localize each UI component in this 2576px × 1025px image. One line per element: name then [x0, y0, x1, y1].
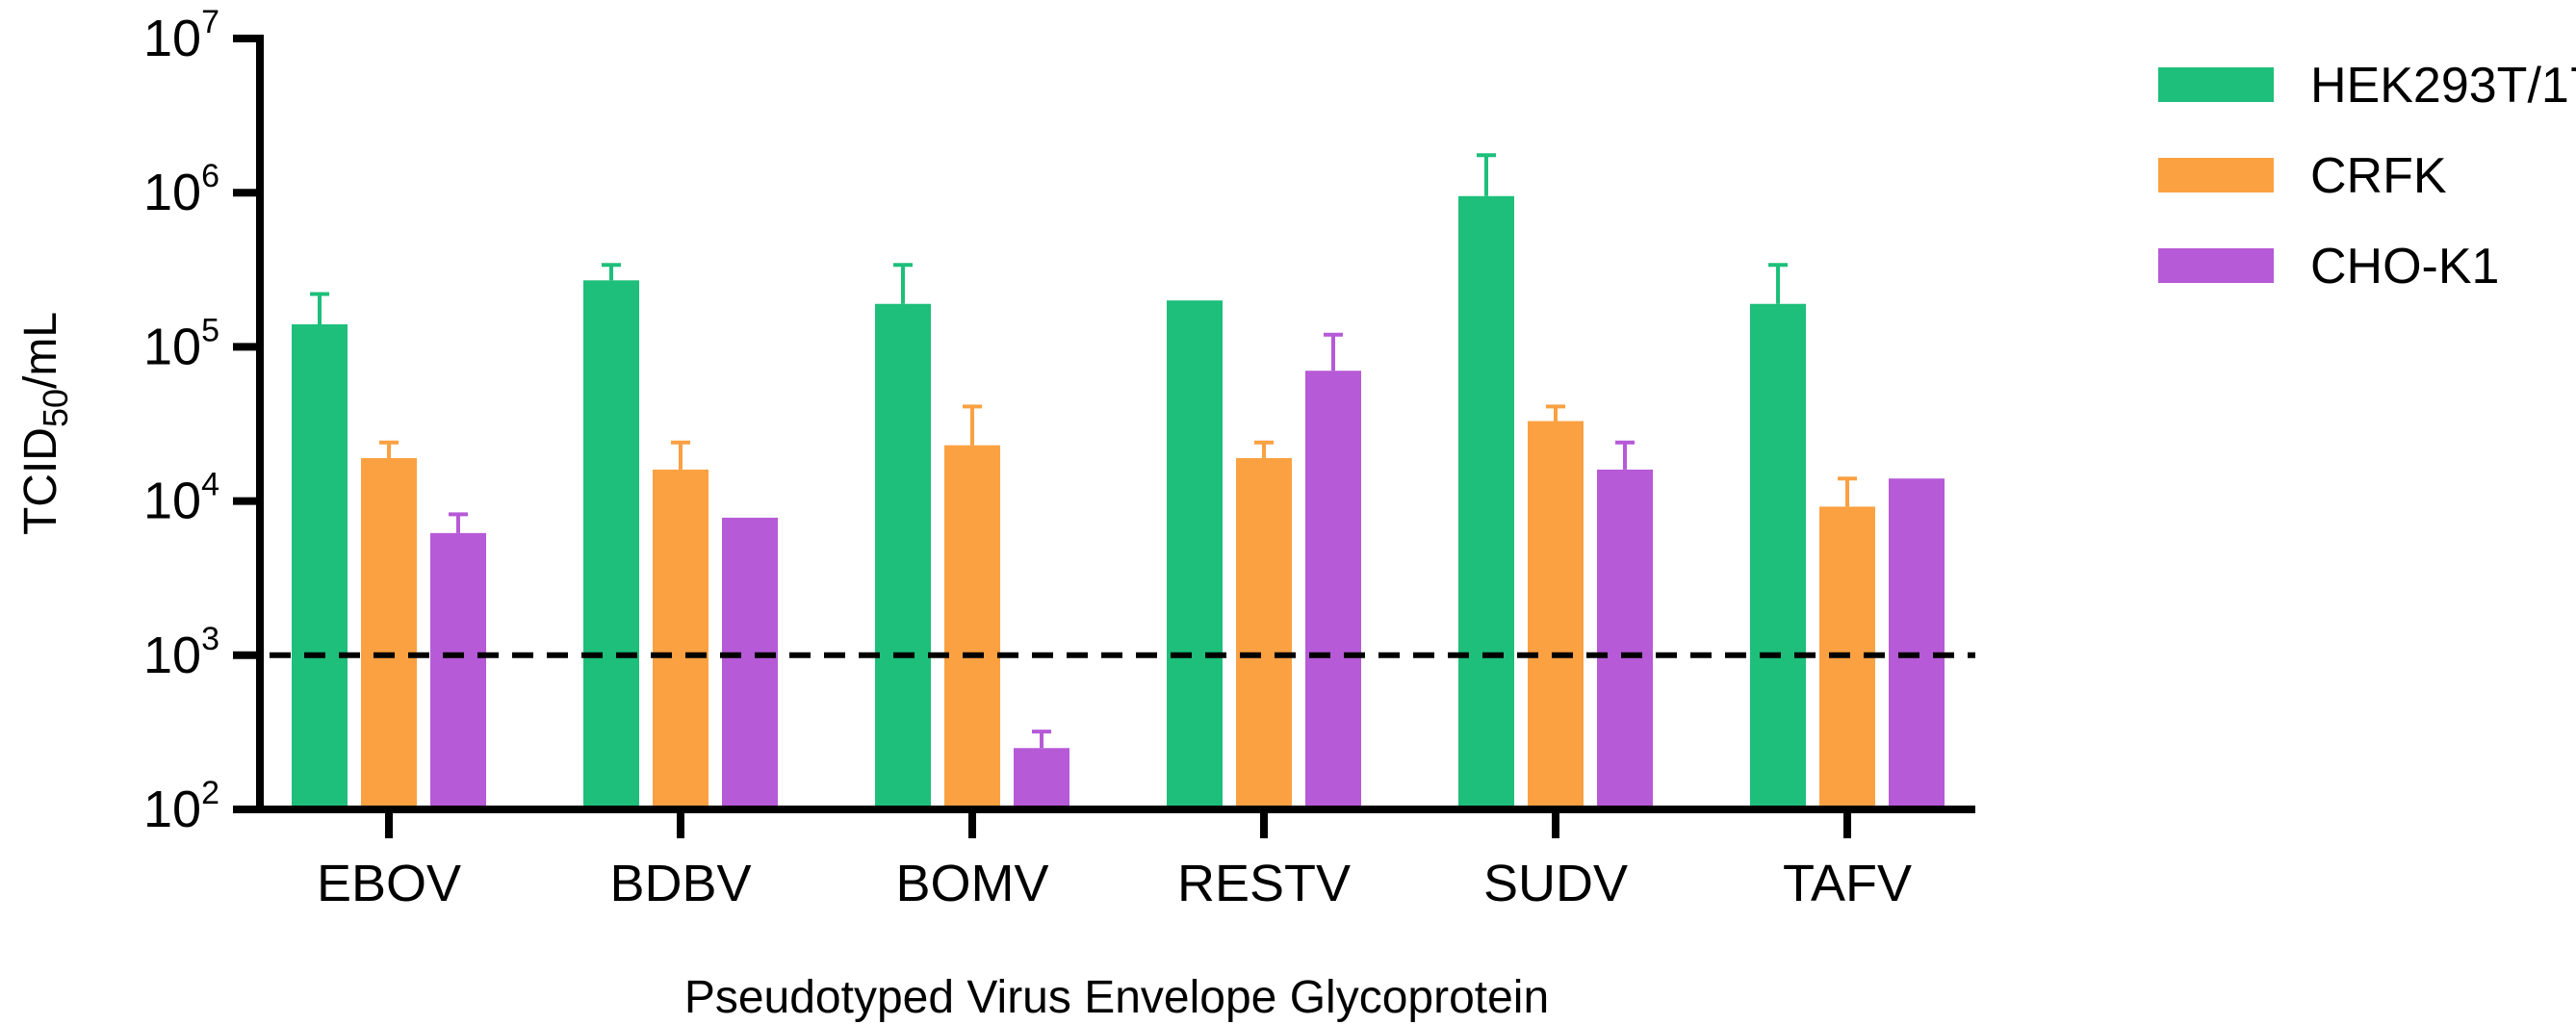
legend-swatch [2158, 67, 2274, 102]
y-axis-title-main: TCID [15, 427, 66, 535]
bar-hek293t-17-sudv [1458, 195, 1514, 809]
x-tick-labels: EBOV BDBV BOMV RESTV SUDV TAFV [317, 855, 1912, 912]
bar-cho-k1-tafv [1889, 478, 1945, 809]
bar-hek293t-17-bomv [875, 303, 931, 810]
y-tick-base: 10 [143, 164, 201, 221]
y-axis-title-subscript: 50 [36, 389, 75, 427]
error-bars-layer [310, 153, 1857, 749]
y-tick-exponent: 3 [201, 621, 219, 657]
axes-layer [233, 35, 1975, 838]
bar-cho-k1-bdbv [722, 517, 778, 809]
bar-hek293t-17-ebov [292, 323, 348, 809]
legend-item-cho-k1: CHO-K1 [2158, 239, 2499, 295]
y-tick-exponent: 7 [201, 4, 219, 40]
error-bar-hek293t-17-sudv [1477, 153, 1496, 196]
bar-hek293t-17-tafv [1750, 303, 1806, 810]
x-axis-title: Pseudotyped Virus Envelope Glycoprotein [684, 972, 1549, 1023]
bar-hek293t-17-restv [1167, 300, 1223, 809]
y-axis-title-tail: /mL [15, 312, 66, 389]
legend-label: HEK293T/17 [2310, 58, 2576, 114]
bar-cho-k1-sudv [1597, 469, 1653, 809]
error-bar-hek293t-17-bdbv [602, 263, 621, 281]
error-bar-crfk-restv [1254, 440, 1274, 458]
y-tick-label: 104 [143, 467, 219, 530]
x-tick-label-bdbv: BDBV [609, 855, 751, 912]
y-tick-label: 107 [143, 4, 219, 67]
y-tick-exponent: 2 [201, 775, 219, 811]
legend-swatch [2158, 248, 2274, 283]
legend-item-hek293t-17: HEK293T/17 [2158, 58, 2576, 114]
x-tick-label-sudv: SUDV [1483, 855, 1628, 912]
error-bar-crfk-sudv [1546, 404, 1565, 422]
x-tick-label-tafv: TAFV [1783, 855, 1912, 912]
legend-label: CRFK [2310, 148, 2447, 204]
y-tick-exponent: 4 [201, 467, 219, 503]
bar-hek293t-17-bdbv [583, 280, 639, 809]
y-tick-label: 102 [143, 775, 219, 838]
bar-crfk-restv [1236, 457, 1292, 809]
legend-label: CHO-K1 [2310, 239, 2499, 295]
x-tick-label-bomv: BOMV [895, 855, 1048, 912]
y-tick-label: 103 [143, 621, 219, 684]
bars-layer [292, 195, 1945, 810]
y-tick-base: 10 [143, 10, 201, 67]
bar-cho-k1-restv [1305, 371, 1361, 809]
error-bar-hek293t-17-tafv [1768, 263, 1788, 304]
bar-crfk-bomv [944, 445, 1000, 809]
y-tick-label: 105 [143, 312, 219, 375]
y-tick-base: 10 [143, 781, 201, 838]
y-tick-base: 10 [143, 318, 201, 375]
x-tick-label-ebov: EBOV [317, 855, 461, 912]
y-tick-base: 10 [143, 473, 201, 530]
bar-crfk-ebov [361, 457, 417, 809]
legend: HEK293T/17 CRFK CHO-K1 [2158, 58, 2576, 295]
y-tick-base: 10 [143, 627, 201, 684]
y-axis-title: TCID50/mL [15, 312, 75, 535]
error-bar-cho-k1-bomv [1032, 730, 1051, 749]
x-tick-label-restv: RESTV [1177, 855, 1351, 912]
bar-crfk-sudv [1528, 421, 1584, 809]
error-bar-crfk-bdbv [671, 440, 690, 470]
legend-swatch [2158, 158, 2274, 192]
legend-item-crfk: CRFK [2158, 148, 2447, 204]
bar-crfk-bdbv [653, 469, 708, 809]
bar-cho-k1-ebov [430, 532, 486, 809]
error-bar-cho-k1-ebov [449, 512, 468, 533]
error-bar-hek293t-17-bomv [893, 263, 913, 304]
error-bar-crfk-tafv [1838, 476, 1857, 507]
error-bar-crfk-bomv [963, 404, 982, 446]
error-bar-cho-k1-restv [1324, 332, 1343, 372]
bar-cho-k1-bomv [1014, 748, 1069, 809]
error-bar-hek293t-17-ebov [310, 292, 329, 324]
y-tick-exponent: 5 [201, 312, 219, 348]
error-bar-crfk-ebov [379, 440, 399, 458]
error-bar-cho-k1-sudv [1615, 440, 1635, 470]
y-tick-label: 106 [143, 158, 219, 221]
y-tick-exponent: 6 [201, 158, 219, 194]
